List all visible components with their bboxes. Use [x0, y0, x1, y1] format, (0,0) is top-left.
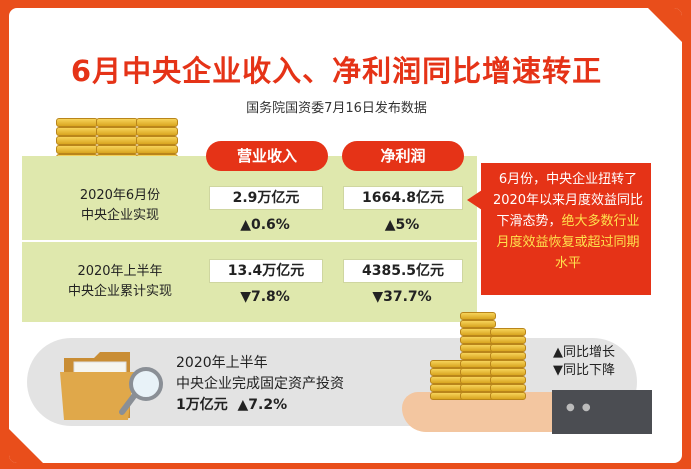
- note-text: 6月份，中央企业扭转了2020年以来月度效益同比下滑态势，: [492, 172, 644, 229]
- investment-line: 中央企业完成固定资产投资: [176, 376, 344, 392]
- profit-change: ▲5%: [384, 217, 420, 233]
- profit-value: 4385.5亿元: [343, 259, 463, 283]
- legend-up: ▲同比增长: [553, 345, 615, 360]
- page-title: 6月中央企业收入、净利润同比增速转正: [70, 54, 603, 88]
- revenue-value: 2.9万亿元: [209, 186, 323, 210]
- profit-change: ▼37.7%: [372, 289, 432, 305]
- revenue-change: ▼7.8%: [240, 289, 290, 305]
- row-label-line: 2020年6月份: [79, 188, 161, 203]
- row-label: 2020年上半年 中央企业累计实现: [40, 262, 200, 302]
- page-subtitle: 国务院国资委7月16日发布数据: [246, 101, 427, 116]
- row-label-line: 中央企业实现: [80, 208, 159, 223]
- investment-amount: 1万亿元: [176, 397, 228, 413]
- row-divider: [22, 240, 477, 242]
- revenue-change: ▲0.6%: [240, 217, 290, 233]
- data-panel: [22, 156, 477, 322]
- sleeve-decoration: ● ●: [566, 402, 593, 413]
- legend: ▲同比增长 ▼同比下降: [553, 344, 615, 380]
- revenue-header: 营业收入: [206, 141, 328, 171]
- note-pointer: [467, 190, 482, 210]
- row-label-line: 2020年上半年: [77, 264, 163, 279]
- row-label-line: 中央企业累计实现: [67, 284, 172, 299]
- corner-decoration: [9, 429, 43, 463]
- investment-figures: 1万亿元 ▲7.2%: [176, 395, 344, 416]
- revenue-value: 13.4万亿元: [209, 259, 323, 283]
- corner-decoration: [648, 8, 682, 42]
- row-label: 2020年6月份 中央企业实现: [40, 186, 200, 226]
- note-highlight: 绝大多数行业月度效益恢复或超过同期水平: [496, 214, 640, 271]
- profit-header: 净利润: [342, 141, 464, 171]
- profit-value: 1664.8亿元: [343, 186, 463, 210]
- investment-line: 2020年上半年: [176, 355, 268, 371]
- summary-note: 6月份，中央企业扭转了2020年以来月度效益同比下滑态势，绝大多数行业月度效益恢…: [481, 163, 651, 295]
- legend-down: ▼同比下降: [553, 363, 615, 378]
- investment-text: 2020年上半年 中央企业完成固定资产投资 1万亿元 ▲7.2%: [176, 353, 344, 416]
- folder-magnifier-icon: [60, 352, 163, 420]
- investment-change: ▲7.2%: [237, 397, 288, 413]
- sleeve-decoration: [552, 390, 652, 434]
